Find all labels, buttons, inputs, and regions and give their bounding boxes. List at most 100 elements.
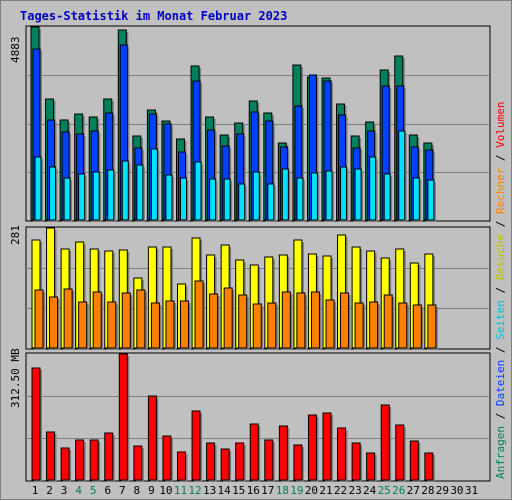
bar-rechner-day-1 [34, 289, 44, 349]
bar-rechner-day-8 [136, 289, 146, 349]
bar-rechner-day-14 [223, 287, 233, 349]
bar-volumen-day-4 [75, 439, 85, 481]
bar-volumen-day-12 [191, 410, 201, 481]
bar-volumen-day-14 [220, 448, 230, 481]
bar-volumen-day-13 [206, 442, 216, 481]
bar-rechner-day-12 [194, 280, 204, 349]
bar-volumen-day-11 [177, 451, 186, 481]
bar-seiten-day-14 [223, 178, 231, 221]
x-tick-label-day-14: 14 [218, 484, 232, 497]
bar-rechner-day-23 [354, 302, 364, 349]
bar-seiten-day-10 [165, 174, 173, 221]
legend-entry-anfragen: Anfragen [494, 426, 507, 479]
legend-entry-volumen: Volumen [494, 101, 507, 148]
bar-volumen-day-21 [322, 412, 332, 481]
bar-rechner-day-10 [165, 300, 175, 349]
bar-rechner-day-18 [281, 291, 291, 349]
bar-seiten-day-4 [78, 173, 86, 221]
x-tick-label-day-10: 10 [159, 484, 172, 497]
bar-seiten-day-21 [325, 170, 333, 221]
x-tick-label-day-2: 2 [46, 484, 53, 497]
x-tick-label-day-19: 19 [290, 484, 303, 497]
bar-rechner-day-13 [209, 293, 219, 349]
bar-volumen-day-27 [409, 440, 419, 481]
bar-volumen-day-25 [380, 404, 390, 481]
bar-volumen-day-7 [118, 353, 128, 481]
x-tick-label-day-27: 27 [407, 484, 420, 497]
bar-seiten-day-5 [92, 171, 100, 221]
bar-seiten-day-2 [49, 166, 57, 221]
bar-volumen-day-26 [395, 424, 405, 481]
x-tick-label-day-20: 20 [305, 484, 318, 497]
x-tick-label-day-16: 16 [247, 484, 260, 497]
bar-seiten-day-15 [238, 183, 246, 221]
x-tick-label-day-6: 6 [104, 484, 111, 497]
legend-entry-dateien: Dateien [494, 359, 507, 407]
bar-rechner-day-26 [398, 302, 408, 349]
bar-rechner-day-24 [369, 301, 379, 349]
bar-seiten-day-20 [310, 172, 318, 221]
x-tick-label-day-7: 7 [119, 484, 126, 497]
bar-seiten-day-8 [136, 164, 144, 221]
x-tick-label-day-17: 17 [261, 484, 274, 497]
x-tick-label-day-4: 4 [75, 484, 82, 497]
x-tick-label-day-30: 30 [450, 484, 463, 497]
x-tick-label-day-22: 22 [334, 484, 347, 497]
x-tick-label-day-24: 24 [363, 484, 377, 497]
bar-rechner-day-28 [427, 304, 437, 349]
legend-separator: / [494, 147, 507, 168]
x-tick-label-day-9: 9 [148, 484, 155, 497]
legend-separator: / [494, 280, 507, 301]
y-max-label-hits: 4883 [9, 36, 22, 64]
bar-seiten-day-23 [354, 168, 362, 221]
bar-seiten-day-22 [340, 166, 348, 221]
y-max-label-visits: 281 [9, 225, 22, 245]
x-tick-label-day-26: 26 [392, 484, 405, 497]
bar-rechner-day-27 [412, 304, 422, 349]
bar-seiten-day-17 [267, 183, 275, 221]
bar-seiten-day-1 [34, 156, 42, 221]
bar-seiten-day-24 [369, 156, 377, 221]
bar-volumen-day-17 [264, 439, 274, 481]
bar-seiten-day-6 [107, 169, 115, 221]
x-tick-label-day-13: 13 [203, 484, 216, 497]
bar-rechner-day-9 [150, 302, 160, 349]
bar-rechner-day-11 [180, 300, 189, 349]
bar-volumen-day-15 [235, 442, 245, 481]
bar-volumen-day-18 [278, 425, 288, 481]
bar-volumen-day-28 [424, 452, 434, 481]
x-tick-label-day-12: 12 [188, 484, 201, 497]
bar-volumen-day-16 [249, 423, 259, 481]
y-max-label-volume: 312.50 MB [9, 348, 22, 408]
x-tick-label-day-18: 18 [276, 484, 289, 497]
bar-seiten-day-18 [281, 168, 289, 221]
bar-rechner-day-17 [267, 302, 277, 349]
bar-seiten-day-25 [383, 173, 391, 221]
legend-separator: / [494, 339, 507, 360]
x-tick-label-day-31: 31 [465, 484, 478, 497]
bar-rechner-day-4 [78, 301, 88, 349]
bar-rechner-day-16 [252, 303, 262, 349]
bar-volumen-day-9 [147, 395, 157, 481]
x-tick-label-day-15: 15 [232, 484, 245, 497]
bar-rechner-day-3 [63, 288, 73, 349]
bar-volumen-day-10 [162, 435, 172, 481]
legend-separator: / [494, 214, 507, 234]
bar-volumen-day-1 [31, 367, 41, 481]
bar-volumen-day-5 [89, 439, 99, 481]
bar-rechner-day-7 [121, 292, 131, 349]
bar-volumen-day-20 [307, 414, 317, 481]
bar-seiten-day-26 [398, 130, 406, 221]
x-tick-label-day-21: 21 [319, 484, 332, 497]
legend-entry-seiten: Seiten [494, 300, 507, 340]
bar-volumen-day-22 [337, 427, 347, 481]
bar-volumen-day-24 [366, 452, 376, 481]
x-tick-label-day-1: 1 [32, 484, 39, 497]
bar-volumen-day-23 [351, 442, 361, 481]
legend-entry-rechner: Rechner [494, 167, 507, 215]
bar-seiten-day-27 [412, 177, 420, 221]
bar-volumen-day-2 [46, 431, 56, 481]
series-legend: Anfragen / Dateien / Seiten / Besuche / … [494, 101, 507, 479]
